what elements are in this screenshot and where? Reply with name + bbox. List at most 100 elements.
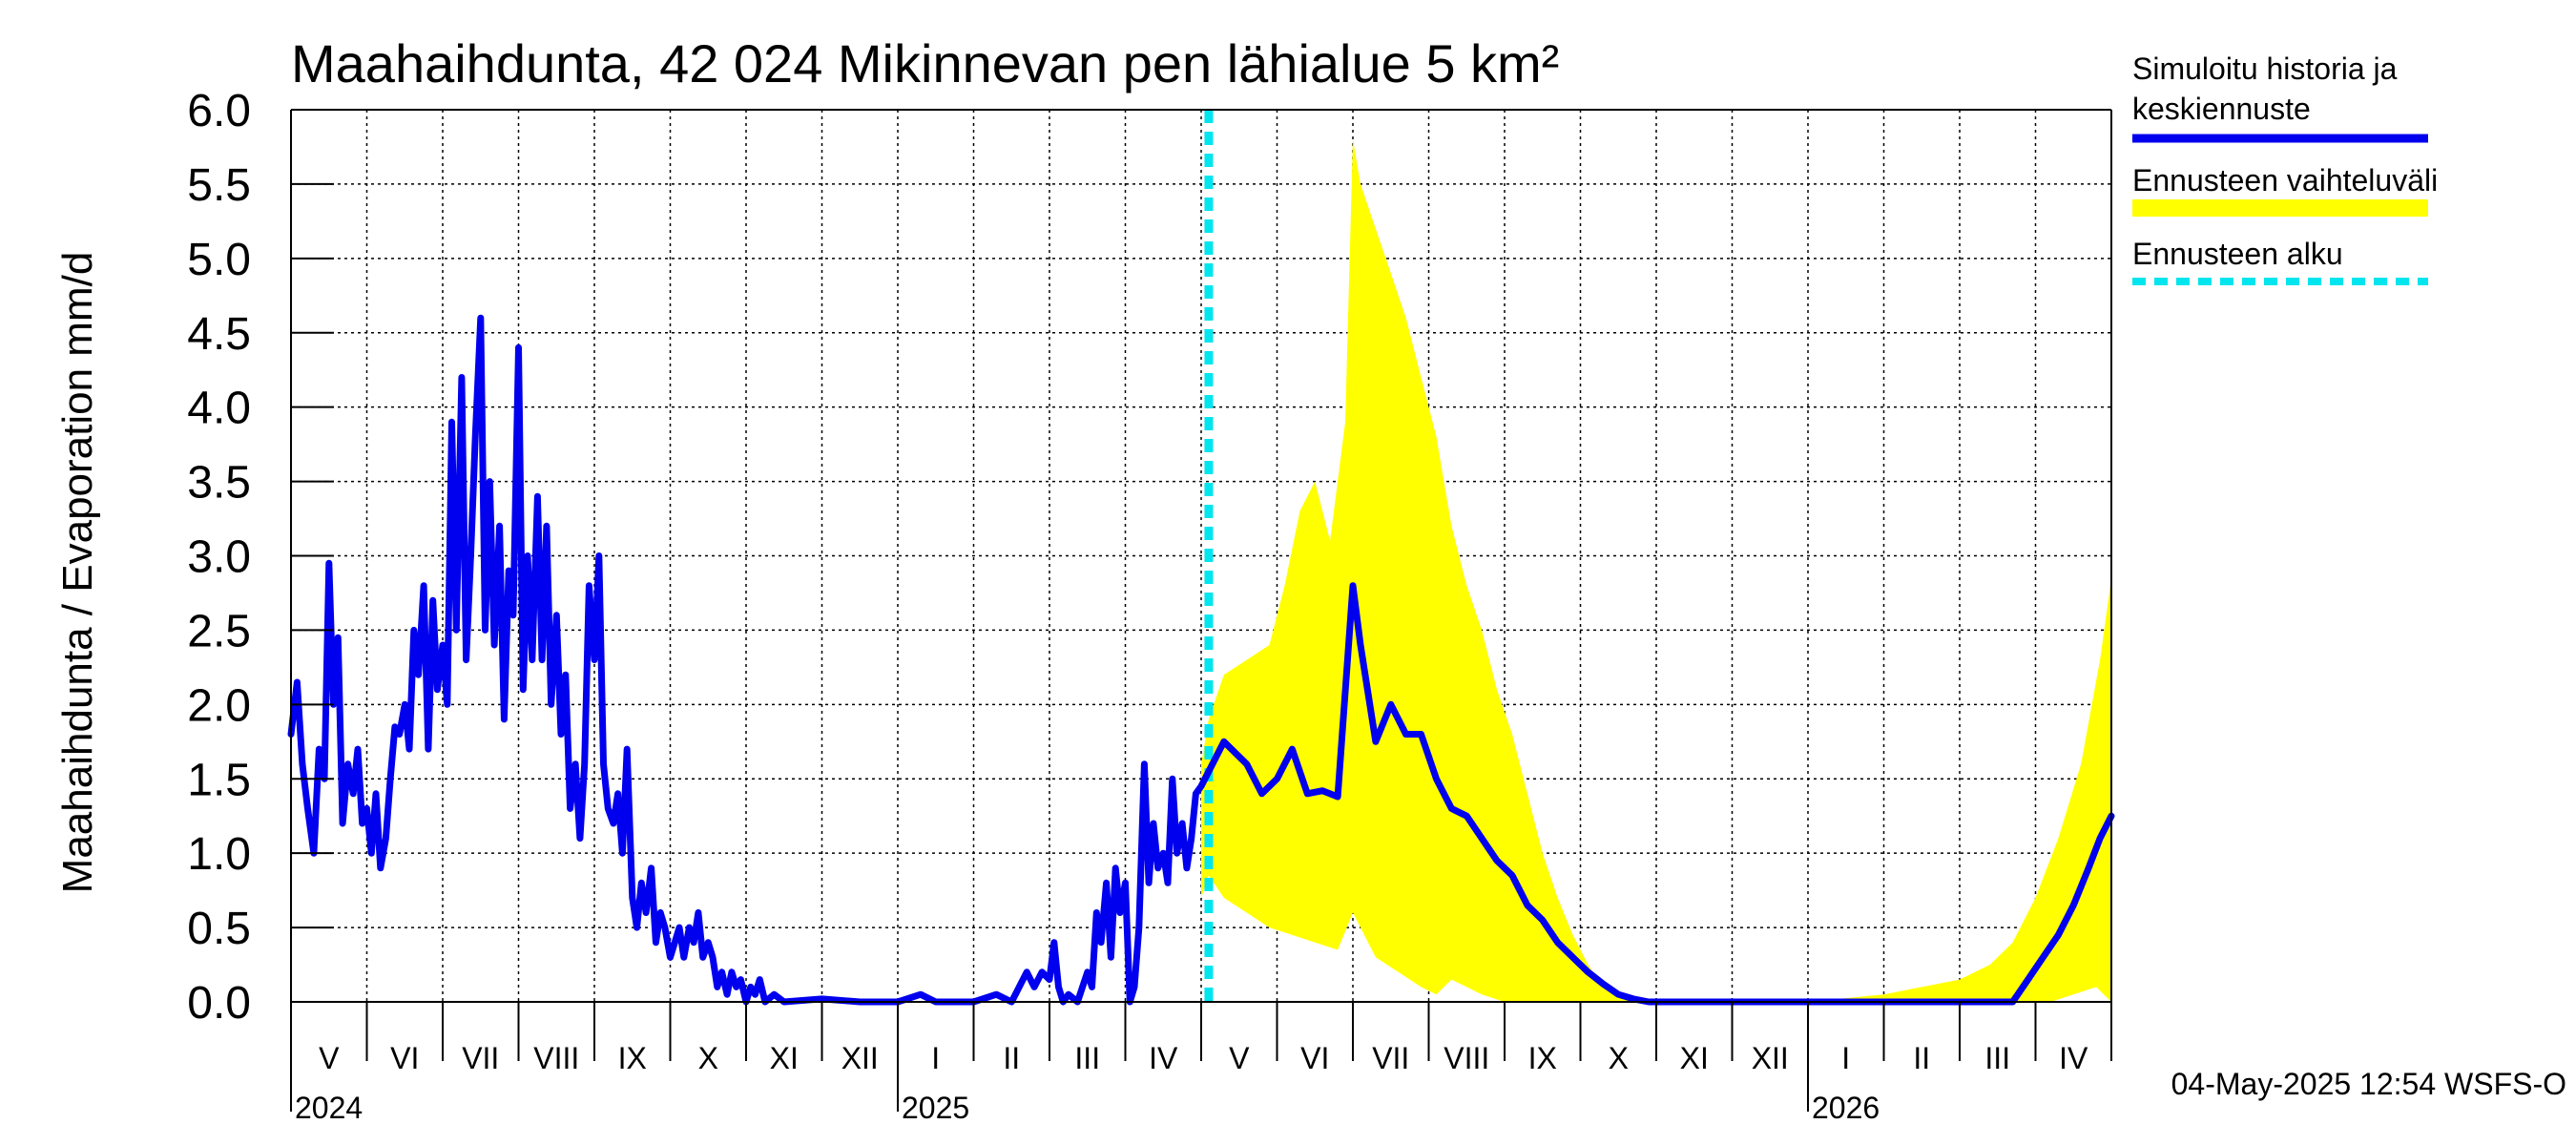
- data-point: [2040, 954, 2046, 960]
- data-point: [1056, 984, 1061, 989]
- x-month-label: VIII: [533, 1041, 579, 1075]
- data-point: [676, 925, 682, 930]
- data-point: [434, 687, 440, 693]
- y-tick-label: 2.0: [187, 680, 251, 731]
- data-point: [430, 597, 436, 603]
- data-point: [1198, 783, 1204, 789]
- data-point: [1184, 865, 1190, 871]
- data-point: [1586, 969, 1590, 975]
- data-point: [643, 910, 649, 915]
- data-point: [487, 479, 492, 485]
- data-point: [1146, 880, 1152, 885]
- data-point: [601, 761, 606, 767]
- y-axis-label: Maahaihdunta / Evaporation mm/d: [54, 252, 101, 894]
- x-month-label: I: [931, 1041, 940, 1075]
- data-point: [563, 672, 569, 677]
- timestamp-footer: 04-May-2025 12:54 WSFS-O: [2171, 1067, 2566, 1101]
- data-point: [1031, 984, 1037, 989]
- data-point: [1155, 865, 1161, 871]
- data-point: [402, 701, 407, 707]
- data-point: [1434, 776, 1439, 781]
- data-point: [577, 836, 583, 842]
- data-point: [619, 850, 625, 856]
- data-point: [525, 553, 530, 558]
- data-point: [586, 583, 592, 589]
- x-month-label: IV: [1149, 1041, 1178, 1075]
- data-point: [1141, 761, 1147, 767]
- y-tick-label: 5.5: [187, 160, 251, 211]
- data-point: [1160, 850, 1166, 856]
- data-point: [445, 701, 450, 707]
- data-point: [360, 821, 365, 826]
- data-point: [1275, 776, 1279, 781]
- data-point: [364, 805, 369, 811]
- x-year-label: 2025: [902, 1091, 969, 1125]
- x-month-label: III: [1984, 1041, 2010, 1075]
- y-tick-label: 2.5: [187, 606, 251, 656]
- forecast-range-band: [1201, 139, 2111, 1002]
- data-point: [449, 419, 454, 425]
- data-point: [345, 761, 351, 767]
- data-point: [440, 642, 446, 648]
- data-point: [530, 657, 535, 663]
- data-point: [724, 991, 730, 997]
- data-point: [568, 805, 573, 811]
- data-point: [539, 657, 545, 663]
- data-point: [737, 977, 743, 983]
- data-point: [1631, 996, 1636, 1002]
- data-point: [2097, 836, 2103, 842]
- data-point: [918, 991, 924, 997]
- x-month-label: IX: [618, 1041, 647, 1075]
- data-point: [373, 791, 379, 797]
- data-point: [506, 568, 511, 573]
- legend-label: Simuloitu historia ja: [2132, 52, 2398, 86]
- data-point: [2055, 932, 2061, 938]
- y-tick-label: 0.0: [187, 978, 251, 1029]
- data-point: [1494, 858, 1500, 864]
- y-tick-label: 6.0: [187, 86, 251, 136]
- y-tick-label: 4.5: [187, 309, 251, 360]
- data-point: [467, 553, 473, 558]
- data-point: [681, 954, 687, 960]
- legend-label: keskiennuste: [2132, 92, 2311, 126]
- data-point: [572, 761, 578, 767]
- data-point: [662, 925, 668, 930]
- data-point: [534, 493, 540, 499]
- data-point: [510, 613, 516, 618]
- data-point: [2025, 977, 2031, 983]
- data-point: [1221, 739, 1227, 744]
- data-point: [757, 977, 762, 983]
- x-month-label: IV: [2059, 1041, 2088, 1075]
- data-point: [596, 553, 602, 558]
- data-point: [691, 940, 696, 946]
- data-point: [1540, 917, 1546, 923]
- data-point: [1085, 969, 1091, 975]
- x-month-label: IX: [1528, 1041, 1557, 1075]
- y-tick-label: 4.0: [187, 384, 251, 434]
- data-point: [592, 657, 597, 663]
- data-point: [1193, 791, 1198, 797]
- data-point: [1289, 746, 1295, 752]
- data-point: [1244, 761, 1250, 767]
- data-point: [1319, 788, 1325, 794]
- x-month-label: III: [1074, 1041, 1100, 1075]
- x-month-label: XII: [1752, 1041, 1789, 1075]
- chart-title: Maahaihdunta, 42 024 Mikinnevan pen lähi…: [291, 33, 1559, 94]
- data-point: [1174, 850, 1180, 856]
- data-point: [483, 627, 488, 633]
- data-point: [993, 991, 999, 997]
- data-point: [672, 940, 677, 946]
- x-month-label: XI: [770, 1041, 799, 1075]
- data-point: [1259, 791, 1265, 797]
- data-point: [478, 315, 484, 321]
- x-month-label: VIII: [1444, 1041, 1489, 1075]
- data-point: [1509, 873, 1515, 878]
- x-month-label: XI: [1680, 1041, 1709, 1075]
- data-point: [1189, 836, 1195, 842]
- data-point: [729, 969, 735, 975]
- data-point: [378, 865, 384, 871]
- data-point: [464, 657, 469, 663]
- data-point: [294, 679, 300, 685]
- data-point: [392, 724, 398, 730]
- data-point: [1419, 732, 1423, 737]
